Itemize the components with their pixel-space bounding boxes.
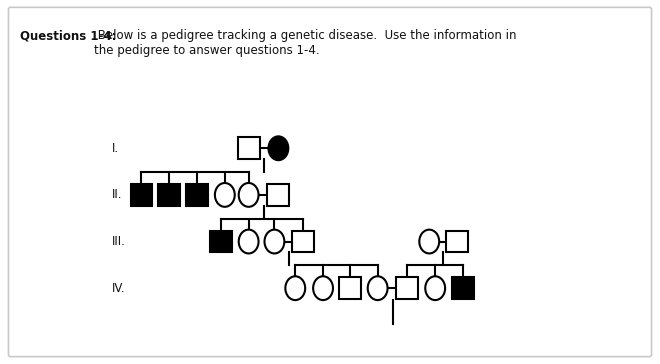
Ellipse shape (215, 183, 235, 207)
Ellipse shape (419, 230, 439, 253)
Text: Below is a pedigree tracking a genetic disease.  Use the information in
the pedi: Below is a pedigree tracking a genetic d… (94, 29, 516, 57)
Ellipse shape (313, 276, 333, 300)
Ellipse shape (265, 230, 284, 253)
Bar (158, 184, 180, 206)
Ellipse shape (239, 230, 259, 253)
FancyBboxPatch shape (9, 7, 651, 357)
Text: II.: II. (112, 189, 122, 201)
Ellipse shape (285, 276, 305, 300)
Ellipse shape (269, 136, 288, 160)
Bar (186, 184, 208, 206)
Text: IV.: IV. (112, 282, 125, 295)
Bar (131, 184, 152, 206)
Bar (452, 277, 474, 299)
Bar (397, 277, 418, 299)
Bar (210, 231, 232, 253)
Bar (446, 231, 468, 253)
Ellipse shape (239, 183, 259, 207)
Ellipse shape (368, 276, 387, 300)
Bar (267, 184, 289, 206)
Bar (292, 231, 314, 253)
Text: III.: III. (112, 235, 125, 248)
Ellipse shape (425, 276, 445, 300)
Text: I.: I. (112, 142, 119, 155)
Bar (339, 277, 361, 299)
Bar (238, 137, 259, 159)
Text: Questions 1-4:: Questions 1-4: (20, 29, 117, 42)
